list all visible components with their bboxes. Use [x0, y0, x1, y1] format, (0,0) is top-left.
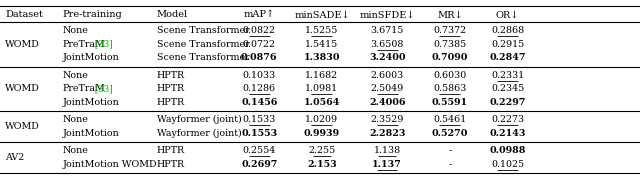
Text: Wayformer (joint): Wayformer (joint): [157, 115, 241, 124]
Text: 0.5461: 0.5461: [433, 115, 467, 124]
Text: 0.7090: 0.7090: [432, 53, 468, 62]
Text: 0.2273: 0.2273: [491, 115, 524, 124]
Text: 2.2823: 2.2823: [369, 129, 406, 138]
Text: 0.2143: 0.2143: [489, 129, 526, 138]
Text: 2.153: 2.153: [307, 160, 337, 169]
Text: -: -: [448, 160, 452, 169]
Text: 0.5270: 0.5270: [432, 129, 468, 138]
Text: Model: Model: [157, 10, 188, 19]
Text: 3.2400: 3.2400: [369, 53, 406, 62]
Text: 1.0209: 1.0209: [305, 115, 339, 124]
Text: Dataset: Dataset: [5, 10, 43, 19]
Text: HPTR: HPTR: [157, 98, 185, 107]
Text: [33]: [33]: [92, 84, 113, 93]
Text: 0.0822: 0.0822: [243, 26, 276, 35]
Text: 3.6508: 3.6508: [371, 40, 404, 49]
Text: WOMD: WOMD: [5, 40, 40, 49]
Text: PreTraM: PreTraM: [63, 40, 106, 49]
Text: HPTR: HPTR: [157, 84, 185, 93]
Text: 0.9939: 0.9939: [304, 129, 340, 138]
Text: 2.255: 2.255: [308, 146, 335, 155]
Text: 0.2915: 0.2915: [491, 40, 524, 49]
Text: 0.0876: 0.0876: [241, 53, 278, 62]
Text: WOMD: WOMD: [5, 84, 40, 93]
Text: minSADE↓: minSADE↓: [294, 10, 349, 19]
Text: None: None: [63, 146, 88, 155]
Text: 1.3830: 1.3830: [303, 53, 340, 62]
Text: 0.1553: 0.1553: [241, 129, 277, 138]
Text: WOMD: WOMD: [5, 122, 40, 131]
Text: None: None: [63, 115, 88, 124]
Text: OR↓: OR↓: [496, 10, 519, 19]
Text: 1.0564: 1.0564: [304, 98, 340, 107]
Text: HPTR: HPTR: [157, 160, 185, 169]
Text: Scene Transformer: Scene Transformer: [157, 26, 250, 35]
Text: 1.5415: 1.5415: [305, 40, 339, 49]
Text: 0.1033: 0.1033: [243, 71, 276, 80]
Text: 1.138: 1.138: [374, 146, 401, 155]
Text: 0.7372: 0.7372: [433, 26, 467, 35]
Text: JointMotion WOMD: JointMotion WOMD: [63, 160, 157, 169]
Text: 0.1286: 0.1286: [243, 84, 276, 93]
Text: 0.0988: 0.0988: [490, 146, 525, 155]
Text: None: None: [63, 71, 88, 80]
Text: 0.2297: 0.2297: [490, 98, 525, 107]
Text: 0.2331: 0.2331: [491, 71, 524, 80]
Text: Wayformer (joint): Wayformer (joint): [157, 129, 241, 138]
Text: 0.2868: 0.2868: [491, 26, 524, 35]
Text: Scene Transformer: Scene Transformer: [157, 40, 250, 49]
Text: 2.6003: 2.6003: [371, 71, 404, 80]
Text: 0.1533: 0.1533: [243, 115, 276, 124]
Text: mAP↑: mAP↑: [244, 10, 275, 19]
Text: JointMotion: JointMotion: [63, 53, 120, 62]
Text: HPTR: HPTR: [157, 146, 185, 155]
Text: 1.0981: 1.0981: [305, 84, 339, 93]
Text: 0.2345: 0.2345: [491, 84, 524, 93]
Text: JointMotion: JointMotion: [63, 129, 120, 138]
Text: PreTraM: PreTraM: [63, 84, 106, 93]
Text: [33]: [33]: [92, 40, 113, 49]
Text: 0.5863: 0.5863: [433, 84, 467, 93]
Text: 1.137: 1.137: [372, 160, 402, 169]
Text: 0.2554: 0.2554: [243, 146, 276, 155]
Text: minSFDE↓: minSFDE↓: [360, 10, 415, 19]
Text: 2.3529: 2.3529: [371, 115, 404, 124]
Text: 3.6715: 3.6715: [371, 26, 404, 35]
Text: AV2: AV2: [5, 153, 24, 162]
Text: 0.0722: 0.0722: [243, 40, 276, 49]
Text: Pre-training: Pre-training: [63, 10, 122, 19]
Text: 2.5049: 2.5049: [371, 84, 404, 93]
Text: 2.4006: 2.4006: [369, 98, 406, 107]
Text: -: -: [448, 146, 452, 155]
Text: 0.2847: 0.2847: [489, 53, 526, 62]
Text: HPTR: HPTR: [157, 71, 185, 80]
Text: JointMotion: JointMotion: [63, 98, 120, 107]
Text: None: None: [63, 26, 88, 35]
Text: 0.6030: 0.6030: [433, 71, 467, 80]
Text: 0.1456: 0.1456: [241, 98, 277, 107]
Text: 1.5255: 1.5255: [305, 26, 339, 35]
Text: Scene Transformer: Scene Transformer: [157, 53, 250, 62]
Text: 0.1025: 0.1025: [491, 160, 524, 169]
Text: 0.7385: 0.7385: [433, 40, 467, 49]
Text: 1.1682: 1.1682: [305, 71, 339, 80]
Text: 0.5591: 0.5591: [432, 98, 468, 107]
Text: MR↓: MR↓: [437, 10, 463, 19]
Text: 0.2697: 0.2697: [241, 160, 277, 169]
